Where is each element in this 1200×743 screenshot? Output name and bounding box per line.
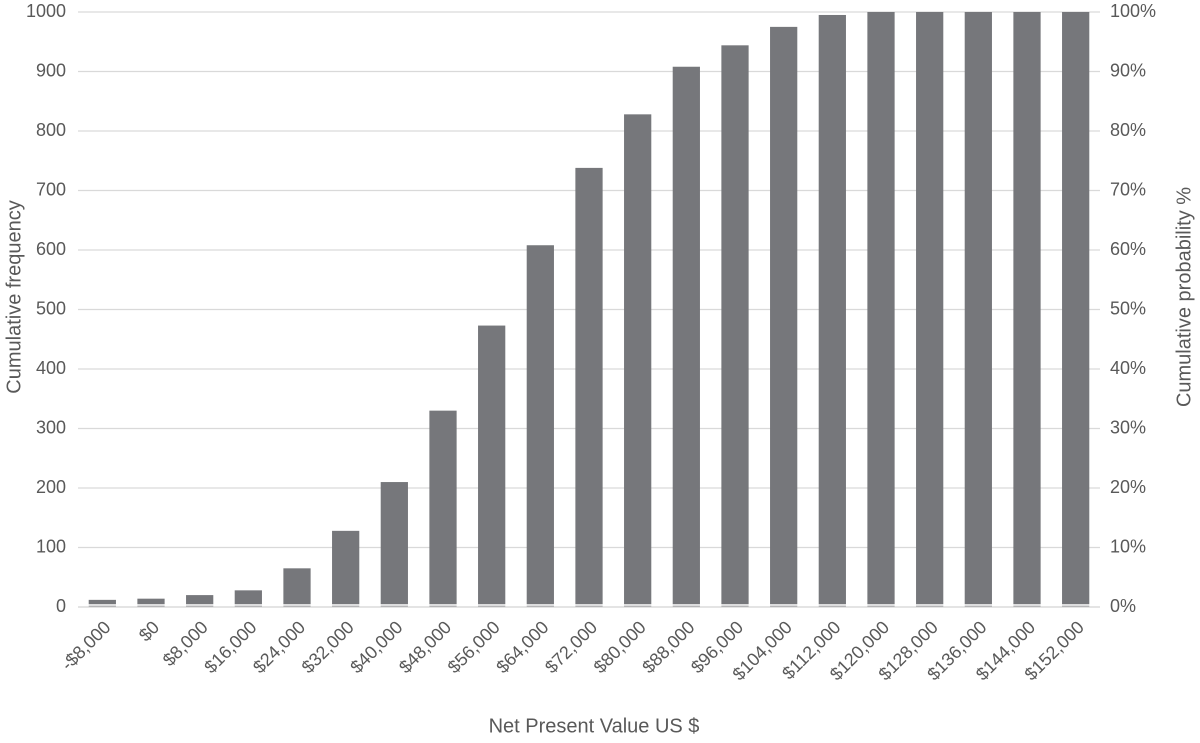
bar <box>234 590 262 607</box>
x-tick-label: $16,000 <box>200 617 260 677</box>
x-axis-title: Net Present Value US $ <box>489 715 700 737</box>
y-tick-label: 500 <box>36 298 66 318</box>
x-tick-label: $64,000 <box>492 617 552 677</box>
x-tick-label: $56,000 <box>444 617 504 677</box>
y-tick-label: 900 <box>36 60 66 80</box>
y2-tick-label: 10% <box>1110 536 1146 556</box>
x-tick-label: $0 <box>135 617 163 645</box>
y-tick-label: 100 <box>36 536 66 556</box>
bar <box>332 530 360 607</box>
y-tick-label: 600 <box>36 239 66 259</box>
y2-tick-label: 60% <box>1110 239 1146 259</box>
y2-tick-label: 100% <box>1110 1 1156 21</box>
bar <box>526 245 554 608</box>
bar <box>380 482 408 607</box>
bar <box>818 14 846 608</box>
bar <box>283 568 311 607</box>
x-tick-label: $48,000 <box>395 617 455 677</box>
bar <box>770 26 798 607</box>
y-tick-label: 700 <box>36 179 66 199</box>
y-tick-label: 1000 <box>26 1 66 21</box>
bar <box>624 114 652 607</box>
bar <box>429 410 457 607</box>
y2-tick-label: 50% <box>1110 298 1146 318</box>
y-tick-label: 200 <box>36 477 66 497</box>
bar <box>575 167 603 607</box>
y2-tick-label: 0% <box>1110 596 1136 616</box>
y2-tick-label: 40% <box>1110 358 1146 378</box>
bar <box>186 595 214 607</box>
y-tick-label: 0 <box>56 596 66 616</box>
x-tick-label: $32,000 <box>298 617 358 677</box>
bar <box>1013 12 1041 607</box>
x-tick-label: $40,000 <box>346 617 406 677</box>
bar <box>672 66 700 608</box>
bar <box>88 599 116 607</box>
bar <box>137 598 165 607</box>
y-tick-label: 300 <box>36 417 66 437</box>
x-tick-label: $88,000 <box>638 617 698 677</box>
x-tick-label: -$8,000 <box>57 617 114 674</box>
y-tick-label: 400 <box>36 358 66 378</box>
x-tick-label: $24,000 <box>249 617 309 677</box>
x-tick-label: $72,000 <box>541 617 601 677</box>
bar <box>867 12 895 607</box>
bar <box>478 325 506 607</box>
y-tick-label: 800 <box>36 120 66 140</box>
bar <box>916 12 944 607</box>
y2-tick-label: 30% <box>1110 417 1146 437</box>
bar <box>1062 12 1090 607</box>
y2-tick-label: 90% <box>1110 60 1146 80</box>
y2-tick-label: 70% <box>1110 179 1146 199</box>
y2-axis-title: Cumulative probability % <box>1173 187 1195 407</box>
y-axis-title: Cumulative frequency <box>3 200 25 393</box>
x-tick-label: $80,000 <box>590 617 650 677</box>
y2-tick-label: 20% <box>1110 477 1146 497</box>
bar <box>721 45 749 607</box>
y2-tick-label: 80% <box>1110 120 1146 140</box>
bar <box>964 12 992 607</box>
